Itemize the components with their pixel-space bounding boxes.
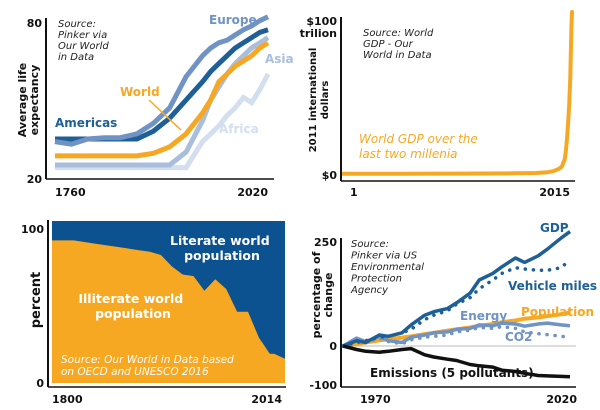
- source-note: Source: World GDP - Our World in Data: [363, 28, 437, 61]
- y-tick-label: trilion: [300, 27, 337, 40]
- world-pointer: [148, 99, 182, 131]
- life-expectancy-panel: 80 20 1760 2020 Average life expectancy …: [16, 13, 294, 199]
- legend-gdp: GDP: [540, 221, 569, 235]
- legend-population: Population: [521, 305, 594, 319]
- life-expectancy-lines: [54, 14, 271, 171]
- y-tick-label: 250: [314, 236, 337, 249]
- area-illiterate-world-population: [52, 240, 285, 383]
- y-axis-label: Average life: [16, 63, 29, 138]
- source-line: Pinker via: [58, 30, 107, 41]
- literacy-areas: [52, 221, 285, 383]
- y-axis-label: percentage of: [310, 251, 323, 338]
- source-line: World in Data: [363, 50, 432, 61]
- title-line: World GDP over the: [359, 132, 478, 146]
- legend-emissions: Emissions (5 pollutants): [370, 366, 534, 380]
- source-line: Environmental: [351, 262, 424, 273]
- label-line: Illiterate world: [78, 291, 183, 306]
- y-tick-label: 20: [27, 173, 43, 186]
- source-note: Source: Pinker via US Environmental Prot…: [350, 239, 427, 296]
- source-line: Source: Our World in Data based: [61, 354, 234, 366]
- line-europe: [54, 14, 270, 147]
- chart-title: World GDP over the last two millenia: [359, 132, 482, 161]
- source-line: Source:: [58, 19, 96, 30]
- legend-energy: Energy: [460, 309, 507, 323]
- x-tick-label: 1760: [55, 186, 86, 199]
- x-tick-label: 2014: [251, 393, 282, 406]
- us-environment-lines: [341, 230, 572, 379]
- y-tick-label: 100: [21, 223, 44, 236]
- label-line: population: [95, 306, 171, 321]
- source-note: Source: Our World in Data based on OECD …: [61, 354, 237, 378]
- legend-vehicle-miles: Vehicle miles: [508, 279, 597, 293]
- source-line: Our World: [58, 41, 109, 52]
- legend-europe: Europe: [209, 13, 257, 27]
- y-tick-label: 80: [27, 17, 43, 30]
- line-gdp: [342, 230, 572, 348]
- y-tick-label: 0: [329, 340, 337, 353]
- y-tick-label: -100: [309, 379, 337, 392]
- legend-americas: Americas: [55, 116, 117, 130]
- y-axis-label: dollars: [320, 81, 331, 120]
- x-tick-label: 2020: [546, 393, 577, 406]
- illiterate-label: Illiterate world population: [78, 291, 187, 321]
- y-tick-label: $0: [322, 169, 338, 182]
- x-tick-label: 1970: [360, 393, 391, 406]
- y-axis-label: percent: [29, 272, 44, 329]
- source-line: on OECD and UNESCO 2016: [61, 366, 209, 378]
- line-world: [55, 40, 270, 159]
- us-environment-panel: 250 0 -100 1970 2020 percentage of chang…: [309, 221, 597, 406]
- x-tick-label: 1800: [52, 393, 83, 406]
- x-tick-label: 1: [350, 186, 358, 199]
- y-tick-label: $100: [306, 15, 337, 28]
- legend-world: World: [120, 85, 160, 99]
- legend-africa: Africa: [219, 122, 259, 136]
- label-line: Literate world: [170, 233, 270, 248]
- line-asia: [55, 35, 270, 168]
- source-line: Source: World: [363, 28, 434, 39]
- y-axis-label: 2011 international: [308, 48, 319, 153]
- source-line: in Data: [58, 52, 94, 63]
- y-axis-label: expectancy: [28, 65, 41, 136]
- source-line: Source:: [351, 239, 389, 250]
- literacy-panel: 100 0 1800 2014 percent Literate world p…: [21, 220, 286, 406]
- source-line: Pinker via US: [351, 251, 418, 262]
- world-gdp-panel: $100 trilion $0 1 2015 2011 internationa…: [300, 10, 575, 199]
- source-line: GDP - Our: [363, 39, 414, 50]
- literate-label: Literate world population: [170, 233, 274, 263]
- x-tick-label: 2015: [539, 186, 570, 199]
- world-gdp-lines: [341, 10, 574, 176]
- source-line: Protection: [351, 274, 402, 285]
- line-world-gdp: [341, 10, 574, 176]
- y-tick-label: 0: [36, 377, 44, 390]
- source-line: Agency: [350, 285, 389, 296]
- title-line: last two millenia: [359, 147, 458, 161]
- x-tick-label: 2020: [237, 186, 268, 199]
- line-africa: [55, 72, 271, 171]
- legend-co2: CO2: [505, 330, 532, 344]
- line-emissions-5-pollutants: [342, 344, 571, 379]
- source-note: Source: Pinker via Our World in Data: [58, 19, 112, 63]
- label-line: population: [184, 248, 260, 263]
- y-axis-label: change: [322, 273, 335, 318]
- legend-asia: Asia: [265, 52, 294, 66]
